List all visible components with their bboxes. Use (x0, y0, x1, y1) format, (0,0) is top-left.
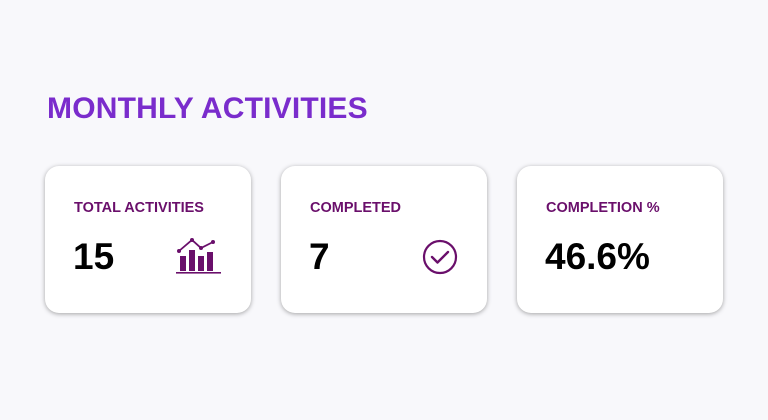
card-value: 46.6% (545, 236, 650, 277)
completion-percent-card: COMPLETION % 46.6% (517, 166, 723, 313)
card-value: 15 (73, 236, 115, 277)
page-title: MONTHLY ACTIVITIES (47, 92, 368, 125)
card-label: COMPLETED (310, 200, 402, 216)
card-label: TOTAL ACTIVITIES (74, 200, 204, 216)
check-circle-icon (422, 239, 458, 280)
total-activities-card: TOTAL ACTIVITIES 15 (45, 166, 251, 313)
completed-card: COMPLETED 7 (281, 166, 487, 313)
card-label: COMPLETION % (546, 200, 660, 216)
bar-chart-trend-icon (175, 236, 223, 281)
card-value: 7 (309, 236, 330, 277)
